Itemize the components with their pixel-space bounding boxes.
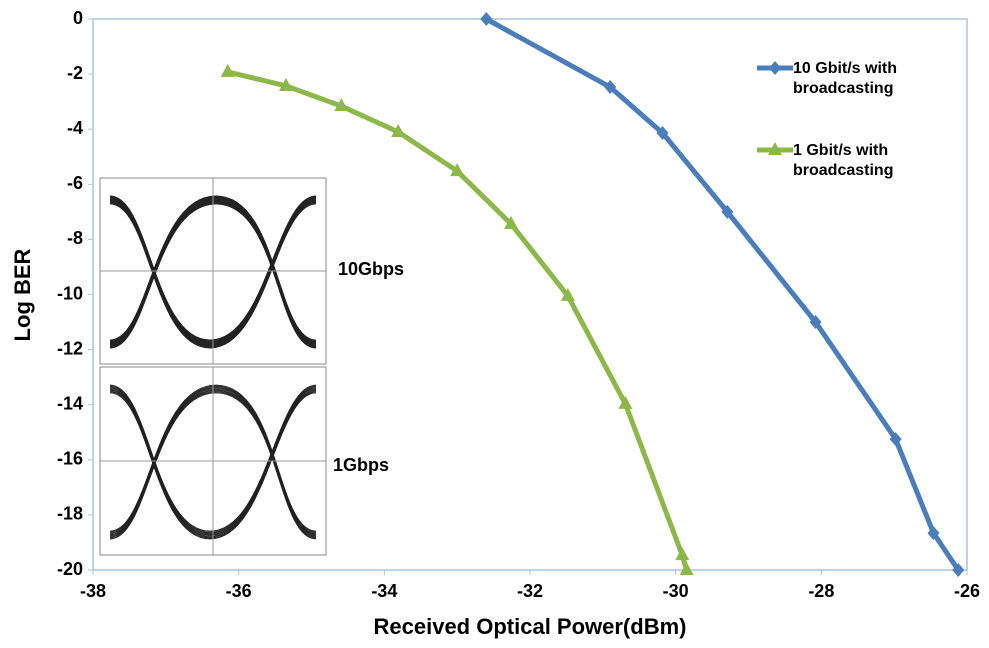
series-line bbox=[486, 19, 958, 570]
y-tick-label: -4 bbox=[67, 118, 83, 138]
annotation: 1Gbps bbox=[333, 455, 389, 475]
y-tick-label: -14 bbox=[57, 393, 83, 413]
y-tick-label: -6 bbox=[67, 173, 83, 193]
x-tick-label: -38 bbox=[80, 581, 106, 601]
x-tick-label: -28 bbox=[808, 581, 834, 601]
legend-entry: 10 Gbit/s with broadcasting bbox=[793, 59, 943, 99]
x-tick-label: -32 bbox=[517, 581, 543, 601]
y-tick-label: 0 bbox=[73, 8, 83, 28]
page: 10Gbps 1Gbps Received Optical Power(dBm)… bbox=[0, 0, 989, 643]
x-tick-label: -34 bbox=[371, 581, 397, 601]
y-tick-label: -10 bbox=[57, 283, 83, 303]
y-tick-label: -16 bbox=[57, 449, 83, 469]
marker bbox=[769, 61, 781, 75]
eye-diagram-insets bbox=[100, 178, 326, 555]
marker bbox=[221, 64, 235, 77]
y-axis-label: Log BER bbox=[10, 248, 35, 341]
x-tick-label: -36 bbox=[226, 581, 252, 601]
y-tick-label: -8 bbox=[67, 228, 83, 248]
y-tick-label: -12 bbox=[57, 338, 83, 358]
x-tick-label: -30 bbox=[663, 581, 689, 601]
y-tick-label: -2 bbox=[67, 63, 83, 83]
legend-entry: 1 Gbit/s with broadcasting bbox=[793, 141, 943, 181]
marker bbox=[680, 562, 694, 575]
x-tick-label: -26 bbox=[954, 581, 980, 601]
annotation: 10Gbps bbox=[338, 259, 404, 279]
y-tick-label: -20 bbox=[57, 559, 83, 579]
y-tick-label: -18 bbox=[57, 504, 83, 524]
x-axis-label: Received Optical Power(dBm) bbox=[374, 614, 687, 639]
